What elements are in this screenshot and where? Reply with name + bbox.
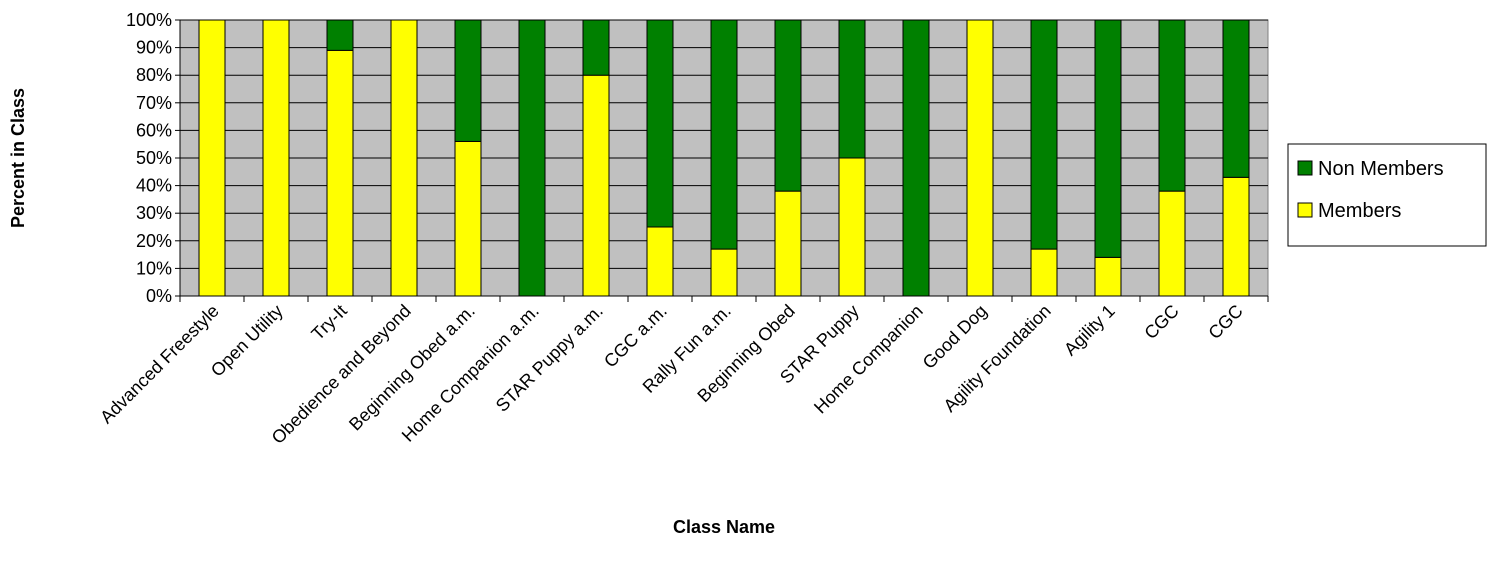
bar-segment-non-members [1222,19,1250,178]
x-tick-label: Try-It [307,301,350,344]
legend-swatch [1297,160,1313,176]
y-tick-label: 100% [126,10,172,30]
bar-segment-non-members [1158,19,1186,192]
legend-box [1287,143,1487,247]
bar-segment-members [1158,190,1186,297]
bar-segment-members [1222,176,1250,297]
bar-segment-non-members [1030,19,1058,250]
legend-label: Non Members [1318,158,1444,180]
bar-segment-members [646,226,674,297]
bars [198,19,1250,297]
y-axis-title: Percent in Class [8,88,28,228]
x-axis-title: Class Name [673,517,775,537]
bar-segment-non-members [710,19,738,250]
bar-segment-non-members [774,19,802,192]
x-tick-label: CGC [1204,301,1246,343]
x-tick-label: Home Companion [810,301,927,418]
bar-segment-members [454,140,482,297]
legend: Non Members Members [1287,143,1487,247]
axes [175,19,1269,302]
x-tick-label: Beginning Obed a.m. [345,301,479,435]
bar-segment-members [390,19,418,297]
bar-segment-members [198,19,226,297]
bar-segment-members [966,19,994,297]
bar-segment-members [326,49,354,297]
y-tick-label: 50% [136,148,172,168]
bar-segment-members [262,19,290,297]
y-tick-label: 60% [136,120,172,140]
bar-segment-non-members [582,19,610,76]
y-tick-label: 20% [136,231,172,251]
x-tick-label: Agility Foundation [940,301,1055,416]
bar-segment-members [1094,256,1122,297]
bar-segment-non-members [1094,19,1122,258]
legend-swatch [1297,202,1313,218]
y-tick-label: 30% [136,203,172,223]
bar-segment-non-members [326,19,354,51]
bar-segment-non-members [838,19,866,159]
y-tick-label: 0% [146,286,172,306]
y-tick-label: 10% [136,258,172,278]
bar-segment-members [710,248,738,297]
bar-segment-non-members [902,19,930,297]
bar-segment-members [774,190,802,297]
x-tick-label: STAR Puppy a.m. [492,301,607,416]
x-tick-label: CGC [1140,301,1182,343]
y-tick-label: 70% [136,93,172,113]
bar-segment-members [838,157,866,297]
bar-segment-non-members [518,19,546,297]
bar-segment-members [1030,248,1058,297]
bar-segment-non-members [646,19,674,228]
y-tick-label: 40% [136,176,172,196]
bar-segment-non-members [454,19,482,142]
legend-label: Members [1318,200,1401,222]
y-tick-label: 80% [136,65,172,85]
bar-segment-members [582,74,610,297]
x-tick-label: Advanced Freestyle [96,301,223,428]
y-tick-label: 90% [136,38,172,58]
x-tick-label: Agility 1 [1060,301,1119,360]
y-tick-labels: 0% 10% 20% 30% 40% 50% 60% 70% 80% 90% 100% [126,10,172,306]
